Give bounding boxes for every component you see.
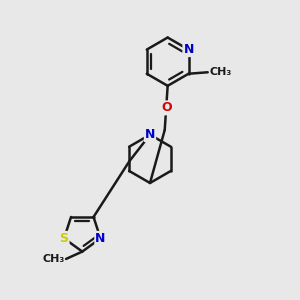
Text: S: S xyxy=(60,232,69,245)
Text: N: N xyxy=(145,128,155,141)
Text: N: N xyxy=(183,43,194,56)
Text: CH₃: CH₃ xyxy=(42,254,64,264)
Text: N: N xyxy=(95,232,106,245)
Text: O: O xyxy=(161,101,172,114)
Text: CH₃: CH₃ xyxy=(209,67,231,77)
